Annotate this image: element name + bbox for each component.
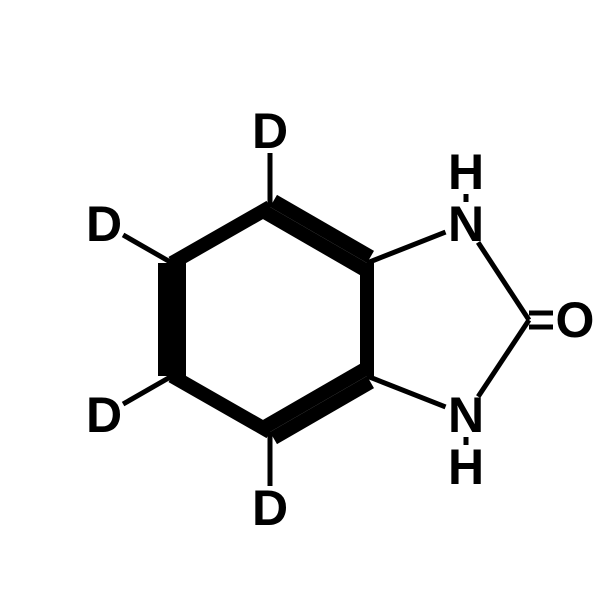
atom-label-d2: D (86, 196, 122, 252)
atom-label-o: O (556, 292, 595, 348)
atom-label-d3: D (86, 387, 122, 443)
atom-label-n1: N (448, 196, 484, 252)
atom-label-d1: D (252, 103, 288, 159)
bonds-group (123, 153, 553, 486)
atom-label-h1: H (448, 144, 484, 200)
atom-label-n2: N (448, 387, 484, 443)
chemical-structure-diagram: N N O D D D D H H (0, 0, 600, 600)
atom-label-h2: H (448, 439, 484, 495)
atom-label-d4: D (252, 480, 288, 536)
